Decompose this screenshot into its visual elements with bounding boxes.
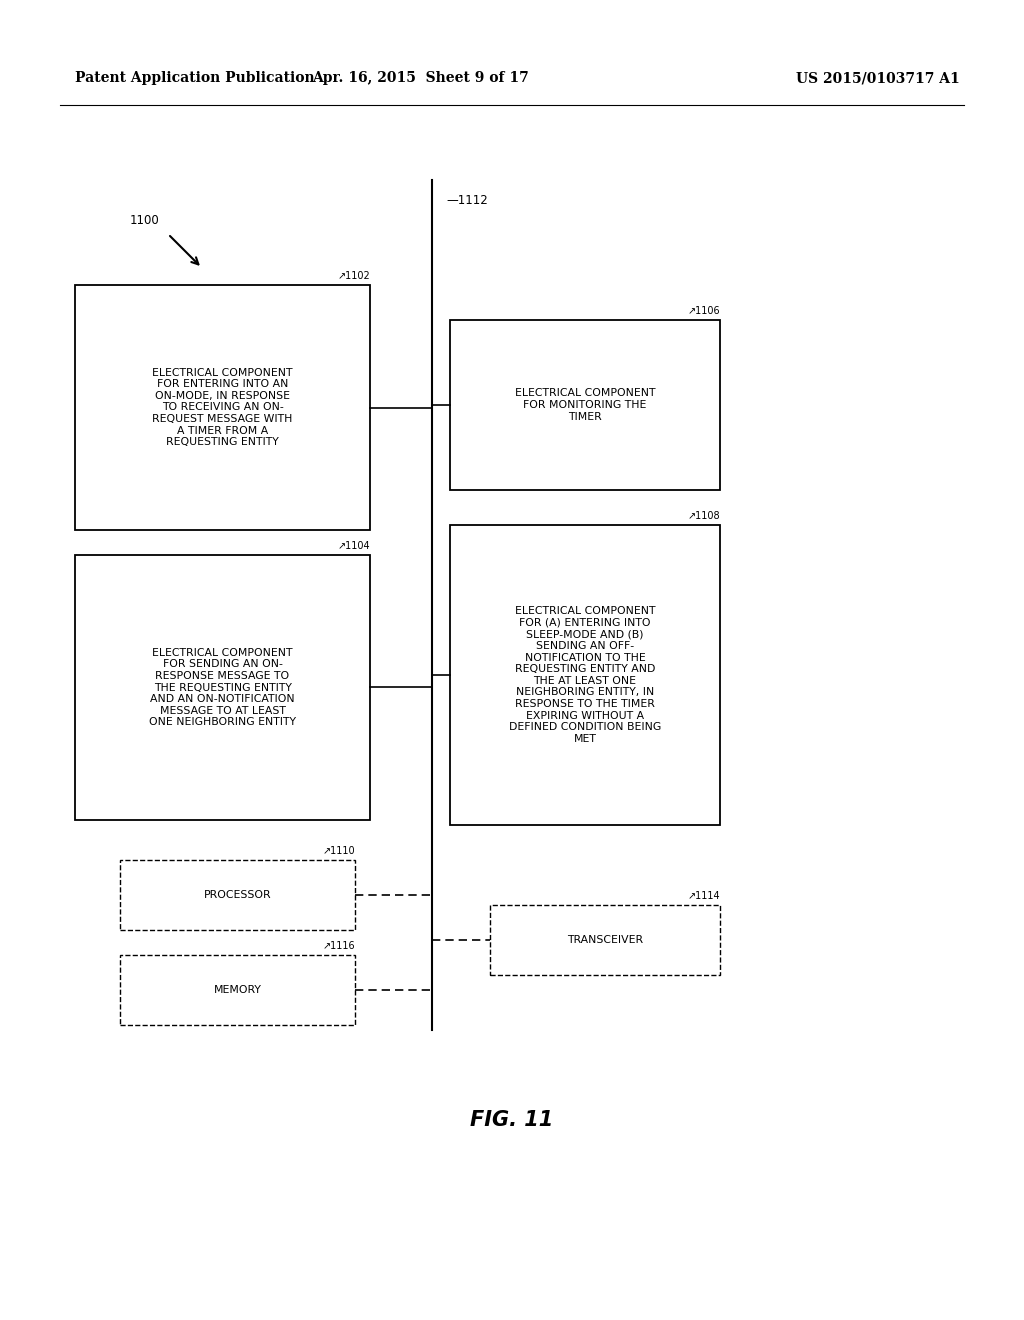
- Text: TRANSCEIVER: TRANSCEIVER: [567, 935, 643, 945]
- Text: 1100: 1100: [130, 214, 160, 227]
- Text: ↗1114: ↗1114: [687, 891, 720, 902]
- Bar: [75, 285, 370, 531]
- Text: ↗1102: ↗1102: [337, 271, 370, 281]
- Text: FIG. 11: FIG. 11: [470, 1110, 554, 1130]
- Bar: [120, 954, 355, 1026]
- Text: Patent Application Publication: Patent Application Publication: [75, 71, 314, 84]
- Bar: [490, 906, 720, 975]
- Text: MEMORY: MEMORY: [214, 985, 261, 995]
- Bar: [120, 861, 355, 931]
- Text: PROCESSOR: PROCESSOR: [204, 890, 271, 900]
- Text: ELECTRICAL COMPONENT
FOR SENDING AN ON-
RESPONSE MESSAGE TO
THE REQUESTING ENTIT: ELECTRICAL COMPONENT FOR SENDING AN ON- …: [150, 648, 296, 727]
- Text: ELECTRICAL COMPONENT
FOR ENTERING INTO AN
ON-MODE, IN RESPONSE
TO RECEIVING AN O: ELECTRICAL COMPONENT FOR ENTERING INTO A…: [153, 368, 293, 447]
- Text: ↗1116: ↗1116: [323, 941, 355, 950]
- Text: ↗1104: ↗1104: [337, 541, 370, 550]
- Bar: [450, 319, 720, 490]
- Bar: [75, 554, 370, 820]
- Text: Apr. 16, 2015  Sheet 9 of 17: Apr. 16, 2015 Sheet 9 of 17: [311, 71, 528, 84]
- Text: ↗1108: ↗1108: [687, 511, 720, 521]
- Text: —1112: —1112: [446, 194, 487, 206]
- Bar: [450, 525, 720, 825]
- Text: ELECTRICAL COMPONENT
FOR MONITORING THE
TIMER: ELECTRICAL COMPONENT FOR MONITORING THE …: [515, 388, 655, 421]
- Text: ↗1106: ↗1106: [687, 306, 720, 315]
- Text: US 2015/0103717 A1: US 2015/0103717 A1: [797, 71, 961, 84]
- Text: ↗1110: ↗1110: [323, 846, 355, 857]
- Text: ELECTRICAL COMPONENT
FOR (A) ENTERING INTO
SLEEP-MODE AND (B)
SENDING AN OFF-
NO: ELECTRICAL COMPONENT FOR (A) ENTERING IN…: [509, 606, 662, 743]
